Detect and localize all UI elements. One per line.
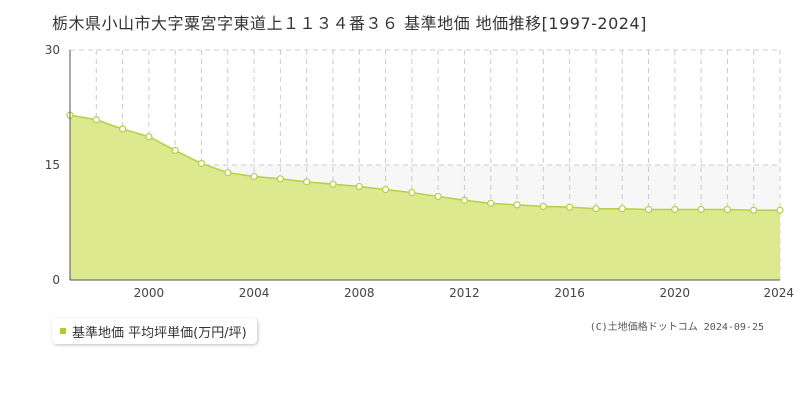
data-point [118,125,127,133]
data-point [303,178,311,186]
data-point [723,205,732,214]
data-point [145,133,153,141]
x-tick-label: 2012 [449,286,480,300]
x-tick-labels: 2000 2004 2008 2012 2016 2020 2024 [134,286,794,300]
x-tick-label: 2008 [344,286,375,300]
data-point [671,205,679,214]
legend: 基準地価 平均坪単価(万円/坪) [52,318,257,344]
data-point [434,192,442,201]
x-tick-label: 2020 [660,286,691,300]
data-point [750,206,758,214]
data-point [355,182,363,191]
x-tick-label: 2016 [554,286,585,300]
y-tick-label: 30 [45,43,60,57]
data-point [644,205,653,214]
chart-title: 栃木県小山市大字粟宮字東道上１１３４番３６ 基準地価 地価推移[1997-202… [52,14,647,33]
data-point [171,146,179,155]
data-point [197,159,206,168]
y-tick-labels: 0 15 30 [45,43,60,287]
data-point [697,205,705,214]
y-tick-label: 15 [45,158,60,172]
data-point [776,206,784,214]
data-point [513,201,521,209]
data-point [460,196,469,204]
credit-text: (C)土地価格ドットコム 2024-09-25 [589,322,764,333]
data-point [276,175,284,183]
data-point [329,180,337,188]
series-markers [66,111,784,214]
data-point [224,169,232,177]
data-point [592,205,600,213]
x-tick-label: 2000 [134,286,165,300]
x-tick-label: 2004 [239,286,270,300]
data-point [381,185,390,194]
data-point [408,189,416,197]
series-line [69,114,780,211]
y-tick-label: 0 [52,273,60,287]
legend-label: 基準地価 平均坪単価(万円/坪) [72,325,247,341]
data-point [92,116,100,124]
data-point [566,203,574,211]
data-point [250,172,258,181]
area-chart: 2000 2004 2008 2012 2016 2020 2024 0 15 30 [45,43,794,300]
data-point [539,202,547,210]
legend-swatch [60,328,66,334]
data-point [487,199,495,207]
x-tick-label: 2024 [763,286,794,300]
data-point [618,205,626,213]
series-area [70,115,780,281]
